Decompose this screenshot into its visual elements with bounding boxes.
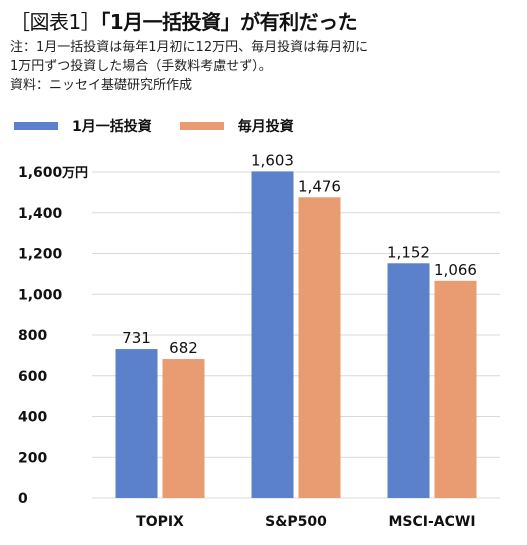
y-tick-label: 400 (18, 410, 47, 426)
data-label: 682 (169, 339, 198, 357)
note-line-1: 注：1月一括投資は毎年1月初に12万円、毎月投資は毎月初に (10, 40, 369, 55)
legend-item-monthly: 毎月投資 (179, 116, 294, 136)
bar (162, 359, 205, 498)
data-label: 1,152 (387, 243, 430, 261)
data-label: 731 (122, 329, 151, 347)
bar (251, 171, 294, 499)
note-line-2: 1万円ずつ投資した場合（手数料考慮せず）。 (10, 59, 272, 74)
data-label: 1,476 (298, 177, 341, 195)
y-tick-label: 600 (18, 369, 47, 385)
x-tick-label: TOPIX (136, 514, 184, 530)
source-note: 資料：ニッセイ基礎研究所作成 (10, 78, 193, 93)
legend-item-lump-sum: 1月一括投資 (14, 116, 152, 136)
data-label: 1,066 (434, 261, 477, 279)
bar (434, 280, 477, 498)
y-tick-label: 0 (18, 491, 28, 507)
legend-swatch-monthly (179, 122, 224, 130)
legend: 1月一括投資 毎月投資 (14, 116, 322, 136)
legend-label-monthly: 毎月投資 (237, 119, 294, 135)
y-tick-label: 1,000 (18, 287, 63, 303)
y-tick-label: 1,400 (18, 206, 63, 222)
y-tick-label: 1,600 (18, 165, 63, 181)
chart-title: ［図表1］「1月一括投資」が有利だった (10, 6, 358, 35)
legend-swatch-lump-sum (14, 122, 58, 130)
y-tick-label: 1,200 (18, 247, 63, 263)
y-unit-label: 万円 (61, 166, 88, 181)
y-tick-label: 800 (18, 328, 47, 344)
title-main: 「1月一括投資」が有利だった (100, 10, 358, 34)
bar (115, 349, 158, 498)
x-tick-label: S&P500 (265, 514, 327, 530)
legend-label-lump-sum: 1月一括投資 (72, 119, 152, 135)
y-tick-label: 200 (18, 450, 47, 466)
bar (387, 263, 430, 498)
x-tick-label: MSCI-ACWI (388, 514, 475, 530)
title-prefix: ［図表1］ (10, 10, 101, 34)
data-label: 1,603 (251, 151, 294, 169)
bar (298, 197, 341, 498)
